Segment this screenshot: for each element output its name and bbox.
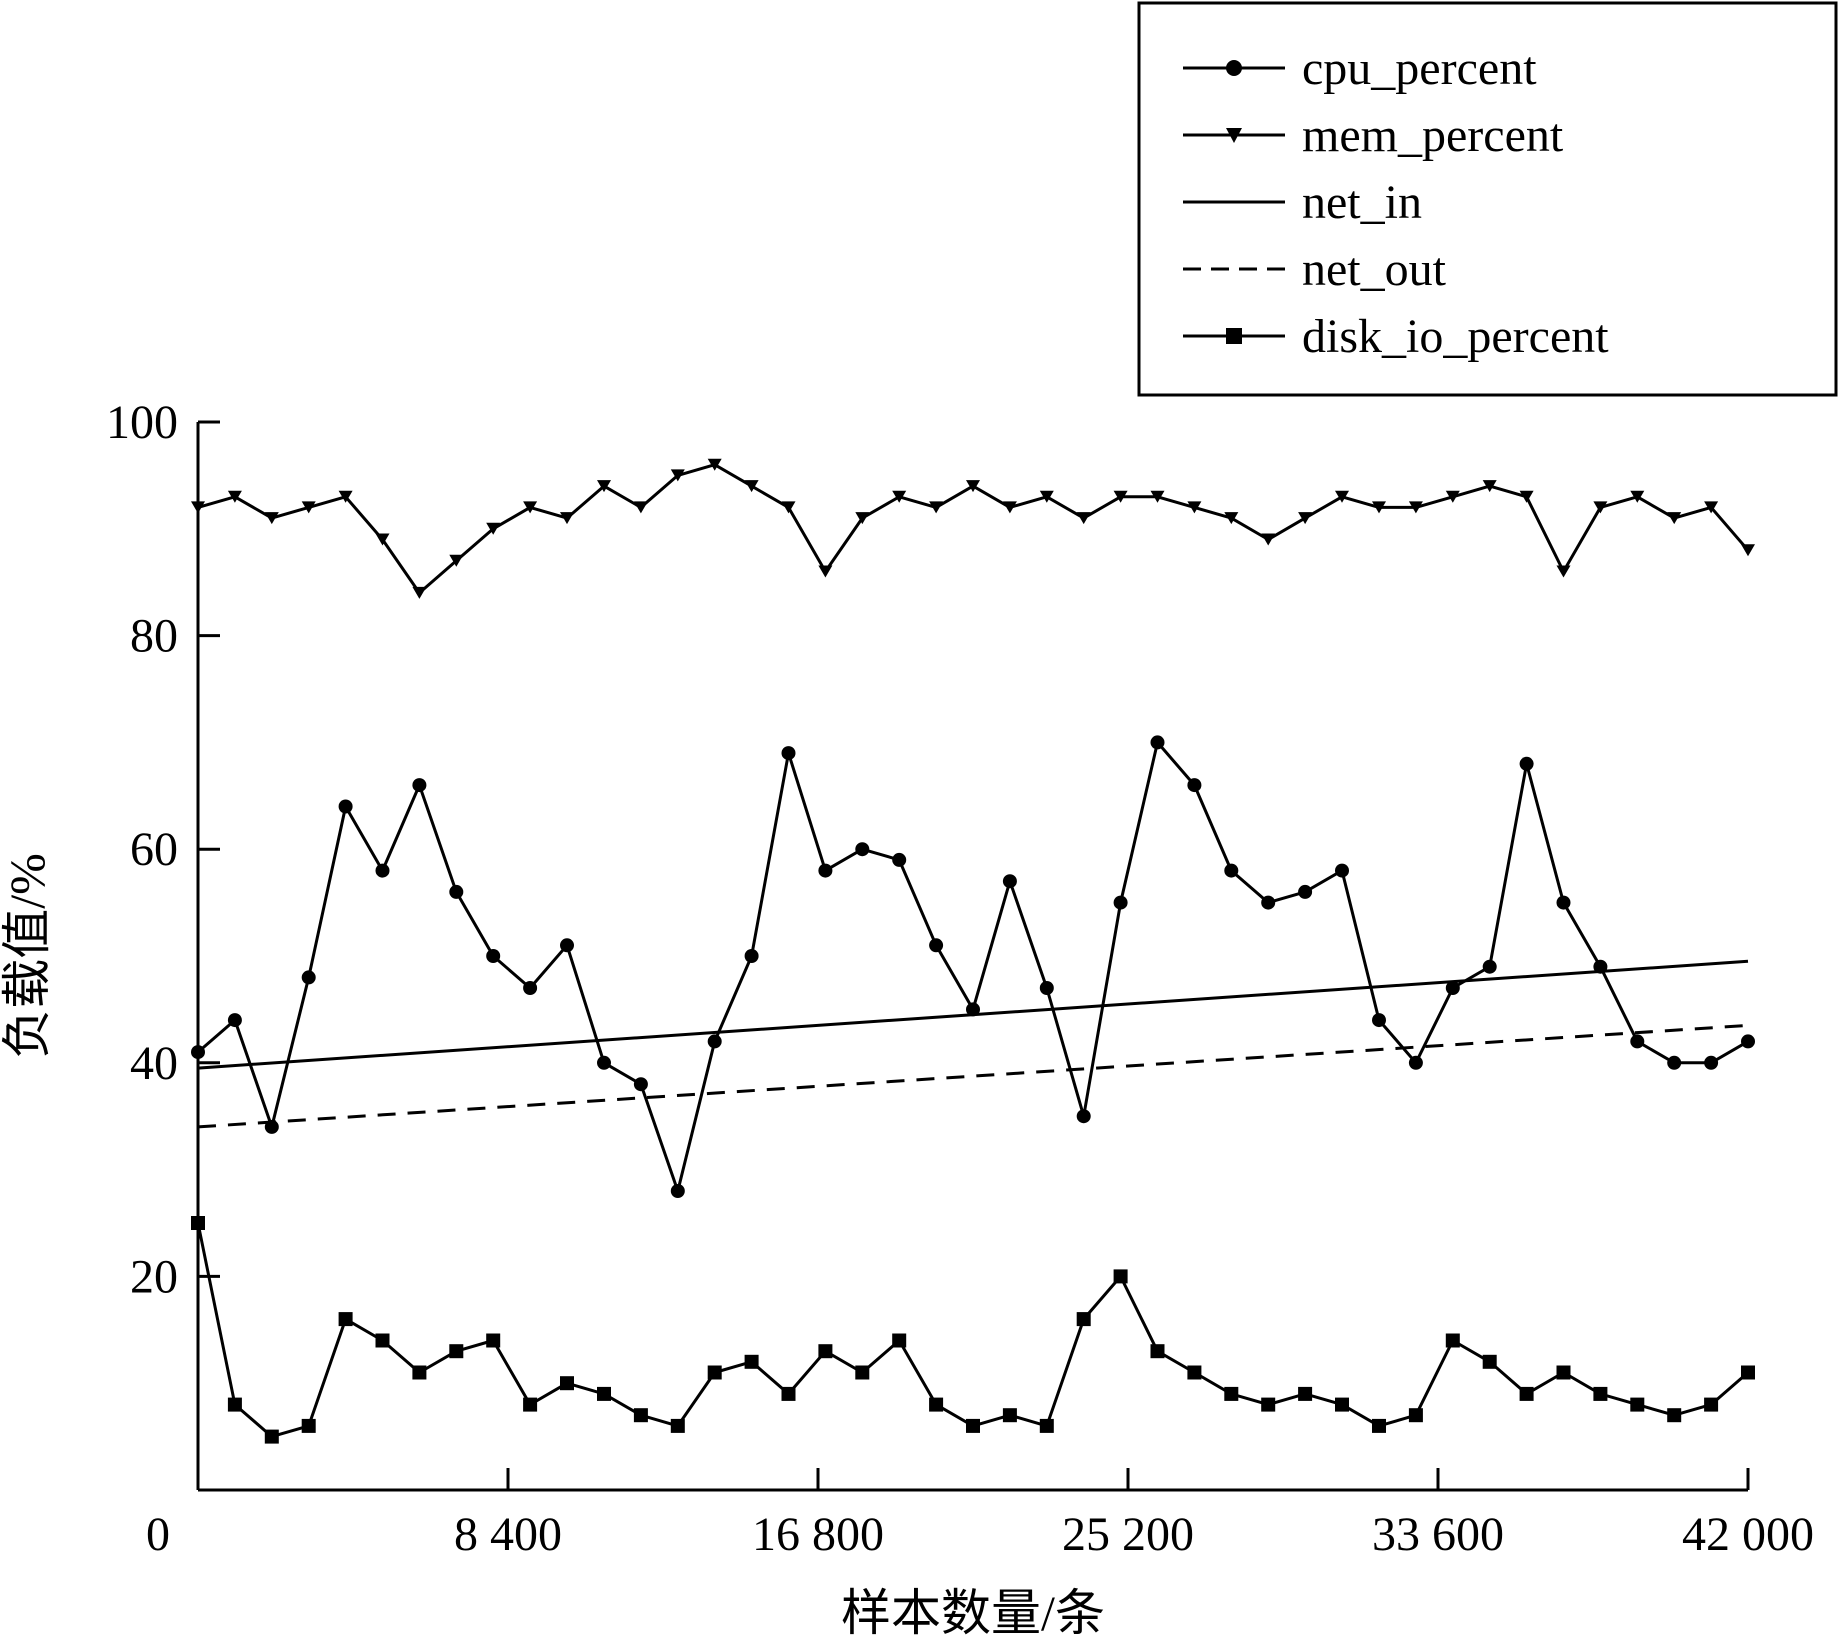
legend-marker — [1226, 328, 1242, 344]
x-tick-label: 16 800 — [752, 1508, 884, 1561]
series-line-net-out — [197, 1023, 1749, 1129]
series-layer — [191, 458, 1755, 1444]
x-tick-label: 8 400 — [454, 1508, 562, 1561]
y-tick-label: 60 — [130, 823, 178, 876]
tick-group: 0 8 400 16 800 25 200 33 600 42 000 20 40 60 80 10… — [106, 396, 1814, 1561]
x-axis-title: 样本数量/条 — [841, 1585, 1105, 1641]
legend-label: disk_io_percent — [1302, 310, 1609, 363]
y-tick-label: 40 — [130, 1037, 178, 1090]
x-tick-label: 25 200 — [1062, 1508, 1194, 1561]
legend-items: cpu_percent mem_percent net_in net_out disk_… — [1183, 42, 1609, 363]
x-tick-label: 0 — [146, 1508, 170, 1561]
y-axis-title: 负载值/% — [0, 853, 55, 1059]
legend-label: net_out — [1302, 243, 1447, 296]
x-tick-label: 33 600 — [1372, 1508, 1504, 1561]
legend-marker — [1226, 60, 1242, 76]
legend-item-disk-io-percent: disk_io_percent — [1183, 310, 1609, 363]
legend-marker — [1226, 128, 1242, 143]
legend-item-cpu-percent: cpu_percent — [1183, 42, 1537, 95]
x-tick-label: 42 000 — [1682, 1508, 1814, 1561]
series-line-mem-percent — [191, 458, 1755, 599]
series-line-net-in — [197, 959, 1749, 1070]
y-tick-label: 20 — [130, 1250, 178, 1303]
series-line-disk-io-percent — [191, 1216, 1755, 1444]
legend-label: net_in — [1302, 176, 1422, 229]
legend-label: mem_percent — [1302, 109, 1564, 162]
y-tick-label: 80 — [130, 610, 178, 663]
legend-item-net-in: net_in — [1183, 176, 1422, 229]
y-tick-label: 100 — [106, 396, 178, 449]
legend: cpu_percent mem_percent net_in net_out disk_… — [1137, 1, 1838, 397]
legend-item-mem-percent: mem_percent — [1183, 109, 1564, 162]
series-line-cpu-percent — [191, 735, 1755, 1198]
legend-label: cpu_percent — [1302, 42, 1537, 95]
legend-item-net-out: net_out — [1183, 243, 1447, 296]
